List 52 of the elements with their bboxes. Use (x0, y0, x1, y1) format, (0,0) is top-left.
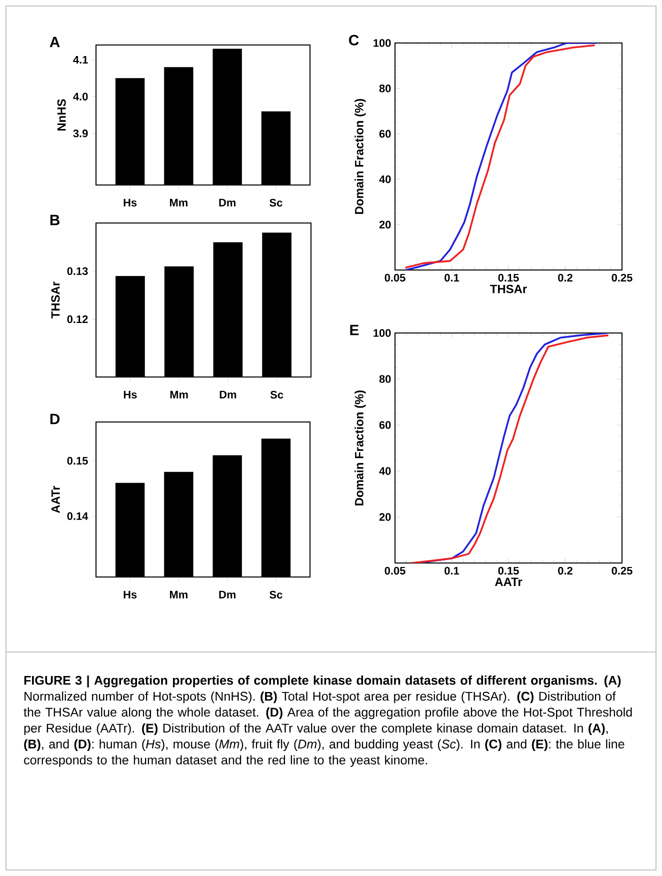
x-tick-label: Dm (219, 590, 236, 598)
y-tick-label: 40 (379, 175, 391, 184)
x-tick-label: Sc (270, 198, 282, 207)
x-tick-label: Dm (219, 198, 236, 206)
x-tick-label: 0.1 (444, 566, 460, 575)
x-tick-label: Mm (170, 198, 188, 206)
chart-title: C (349, 34, 359, 46)
y-axis-title: Domain Fraction (%) (354, 390, 366, 506)
x-tick-label: Mm (170, 390, 188, 398)
x-axis-title: AATr (494, 578, 522, 586)
text: FIGURE 3 | Aggregation properties of complete kinase domain datasets of different organisms. (A) Normalized number of Hot-spots (NnHS). (B) Total Hot-spot area per residue (THSAr). (C) Distribution of the THSAr value along the whole dataset. (D) Area of the aggregation profile above the Hot-Spot Threshold per Residue (AATr). (E) Distribution of the AATr value over the complete kinase domain dataset. In (A), (B), and (D): human (Hs), mouse (Mm), fruit fly (Dm), and budding yeast (Sc). In (C) and (E): the blue line corresponds to the human dataset and the red line to the yeast kinome. (24, 676, 632, 767)
y-axis-title: AATr (51, 486, 60, 514)
y-tick-label: 0.15 (67, 456, 88, 465)
chart-title: A (50, 36, 60, 48)
y-tick-label: 0.13 (67, 267, 88, 276)
y-axis-title: THSAr (51, 282, 60, 318)
y-tick-label: 60 (379, 421, 391, 429)
x-tick-label: 0.25 (612, 274, 632, 282)
y-tick-label: 4.1 (73, 56, 88, 64)
x-tick-label: 0.2 (558, 274, 572, 282)
x-tick-label: 0.05 (384, 274, 406, 282)
x-tick-label: Mm (170, 590, 188, 598)
y-tick-label: 100 (374, 329, 391, 337)
x-tick-label: Hs (124, 390, 137, 398)
x-tick-label: Sc (270, 590, 282, 599)
x-tick-label: 0.15 (498, 274, 519, 282)
y-tick-label: 80 (379, 84, 391, 92)
chart-title: D (50, 414, 60, 424)
x-tick-label: Hs (124, 590, 137, 598)
y-tick-label: 0.14 (67, 512, 88, 520)
y-tick-label: 20 (379, 220, 391, 228)
x-tick-label: 0.1 (444, 274, 460, 282)
chart-title: E (350, 324, 359, 336)
y-tick-label: 3.9 (73, 130, 88, 138)
y-tick-label: 100 (374, 39, 391, 47)
x-tick-label: 0.05 (384, 566, 406, 575)
x-tick-label: Dm (220, 390, 236, 398)
x-axis-title: THSAr (490, 284, 527, 294)
x-tick-label: 0.15 (498, 566, 519, 575)
y-axis-title: Domain Fraction (%) (354, 98, 366, 214)
chart-title: B (50, 214, 60, 226)
y-axis-title: NnHS (57, 99, 66, 130)
y-tick-label: 0.12 (67, 315, 88, 324)
x-tick-label: Hs (124, 198, 137, 206)
y-tick-label: 20 (379, 513, 391, 521)
x-tick-label: 0.25 (612, 566, 632, 575)
y-tick-label: 40 (379, 467, 391, 475)
y-tick-label: 60 (379, 130, 391, 138)
x-tick-label: Sc (270, 390, 284, 399)
y-tick-label: 80 (379, 375, 391, 383)
x-tick-label: 0.2 (558, 566, 572, 575)
y-tick-label: 4.0 (73, 92, 88, 100)
